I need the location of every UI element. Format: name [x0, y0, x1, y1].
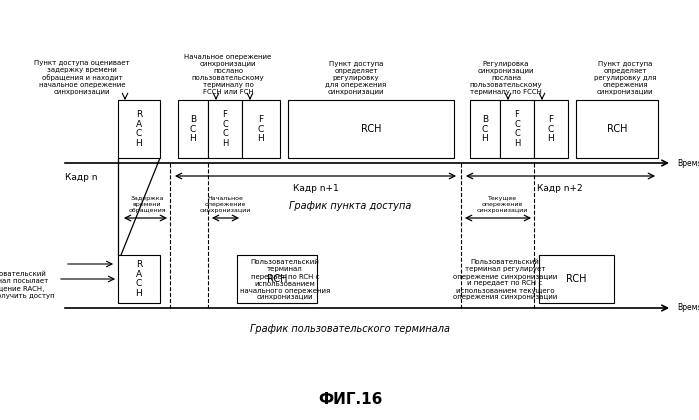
- Text: RCH: RCH: [267, 274, 287, 284]
- Text: Пункт доступа оценивает
задержку времени
обращения и находит
начальное опережени: Пункт доступа оценивает задержку времени…: [34, 60, 130, 95]
- Bar: [208, 100, 242, 158]
- Text: Регулировка
синхронизации
послана
пользовательскому
терминалу по FCCH: Регулировка синхронизации послана пользо…: [470, 61, 542, 95]
- Text: B
C
H: B C H: [482, 115, 489, 143]
- Bar: [242, 100, 280, 158]
- Text: Задержка
времени
обращения: Задержка времени обращения: [128, 197, 166, 213]
- Text: График пользовательского терминала: График пользовательского терминала: [250, 324, 450, 334]
- Text: F
C
C
H: F C C H: [514, 110, 520, 148]
- Bar: [288, 100, 454, 158]
- Text: Пункт доступа
определяет
регулировку
для опережения
синхронизации: Пункт доступа определяет регулировку для…: [325, 61, 387, 95]
- Text: Кадр n: Кадр n: [65, 173, 97, 182]
- Text: Время: Время: [677, 158, 699, 168]
- Text: F
C
H: F C H: [547, 115, 554, 143]
- Text: F
C
C
H: F C C H: [222, 110, 228, 148]
- Bar: [237, 255, 317, 303]
- Text: RCH: RCH: [607, 124, 627, 134]
- Bar: [470, 100, 500, 158]
- Text: Время: Время: [677, 304, 699, 312]
- Bar: [178, 100, 208, 158]
- Text: Начальное опережение
синхронизации
послано
пользовательскому
терминалу по
FCCH и: Начальное опережение синхронизации посла…: [185, 54, 272, 95]
- Bar: [576, 100, 658, 158]
- Text: Кадр n+2: Кадр n+2: [537, 184, 582, 193]
- Bar: [534, 100, 568, 158]
- Bar: [500, 100, 534, 158]
- Text: R
A
C
H: R A C H: [136, 110, 143, 148]
- Text: ФИГ.16: ФИГ.16: [318, 393, 382, 407]
- Text: Пользовательский
терминал посылает
сообщение RACH,
чтобы получить доступ: Пользовательский терминал посылает сообщ…: [0, 270, 55, 299]
- Text: F
C
H: F C H: [258, 115, 264, 143]
- Text: График пункта доступа: График пункта доступа: [289, 201, 411, 211]
- Text: Пользовательский
терминал
передает по RCH с
использованием
начального опережения: Пользовательский терминал передает по RC…: [240, 260, 330, 300]
- Text: Начальное
опережение
синхронизации: Начальное опережение синхронизации: [199, 197, 251, 213]
- Bar: [118, 100, 160, 158]
- Text: RCH: RCH: [361, 124, 381, 134]
- Bar: [539, 255, 614, 303]
- Bar: [118, 255, 160, 303]
- Text: Пользовательский
терминал регулирует
опережение синхронизации
и передает по RCH : Пользовательский терминал регулирует опе…: [453, 260, 557, 300]
- Text: Кадр n+1: Кадр n+1: [293, 184, 338, 193]
- Text: RCH: RCH: [566, 274, 586, 284]
- Text: R
A
C
H: R A C H: [136, 260, 143, 298]
- Text: Текущее
опережение
синхронизации: Текущее опережение синхронизации: [477, 197, 528, 213]
- Text: B
C
H: B C H: [189, 115, 196, 143]
- Text: Пункт доступа
определяет
регулировку для
опережения
синхронизации: Пункт доступа определяет регулировку для…: [594, 61, 656, 95]
